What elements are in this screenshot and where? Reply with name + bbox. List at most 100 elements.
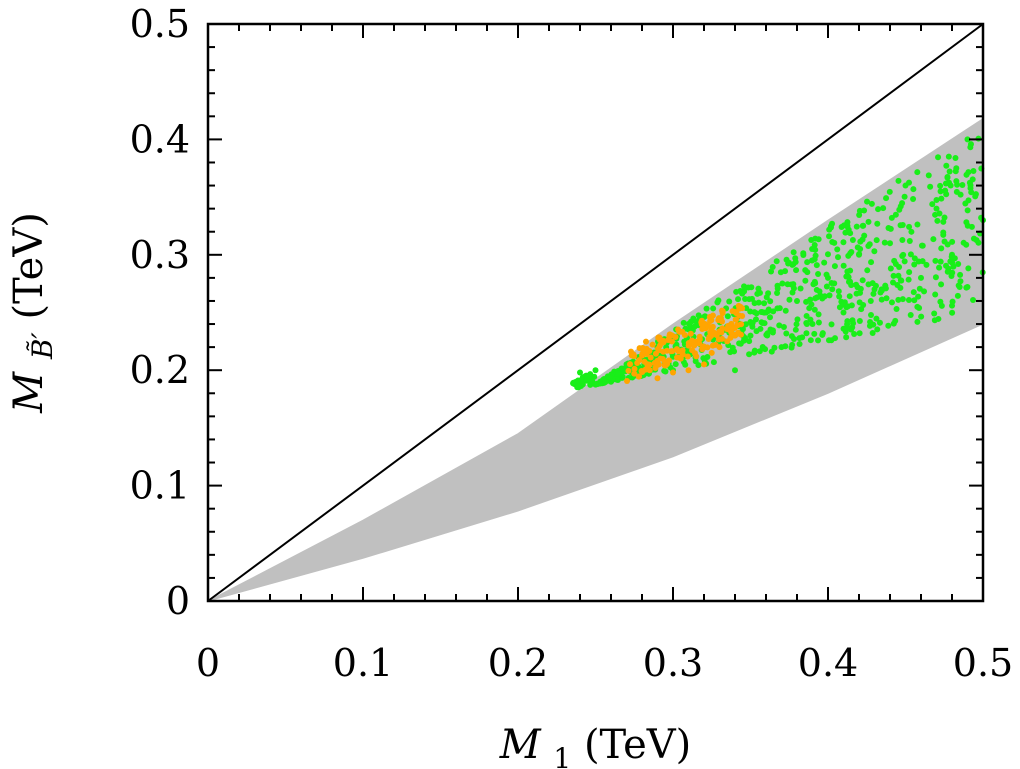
data-point: [802, 267, 809, 274]
data-point: [788, 344, 795, 351]
y-axis-var: M: [6, 371, 52, 414]
data-point: [890, 272, 897, 279]
data-point: [937, 188, 944, 195]
data-point: [883, 295, 890, 302]
x-axis-unit: (TeV): [584, 722, 691, 768]
data-point: [888, 214, 895, 221]
data-point: [646, 347, 653, 354]
data-point: [710, 305, 717, 312]
data-point: [911, 297, 918, 304]
data-point: [905, 276, 912, 283]
data-point: [949, 238, 956, 245]
data-point: [870, 290, 877, 297]
data-point: [770, 308, 777, 315]
data-point: [685, 367, 692, 374]
data-point: [803, 320, 810, 327]
data-point: [851, 330, 858, 337]
data-point: [724, 313, 731, 320]
data-point: [785, 259, 792, 266]
data-point: [869, 329, 876, 336]
data-point: [861, 232, 868, 239]
data-point: [940, 218, 947, 225]
data-point: [763, 294, 770, 301]
y-axis-sub: B̃′: [26, 332, 59, 361]
y-tick-label: 0.1: [130, 464, 190, 508]
x-axis-title: M 1 (TeV): [499, 722, 692, 769]
data-point: [792, 255, 799, 262]
data-point: [881, 239, 888, 246]
data-point: [628, 348, 635, 355]
data-point: [878, 296, 885, 303]
data-point: [780, 324, 787, 331]
data-point: [905, 297, 912, 304]
data-point: [756, 348, 763, 355]
data-point: [867, 312, 874, 319]
data-point: [860, 301, 867, 308]
data-point: [883, 195, 890, 202]
data-point: [769, 329, 776, 336]
data-point: [832, 335, 839, 342]
x-axis-sub: 1: [553, 742, 571, 769]
y-tick-label: 0.3: [130, 233, 190, 277]
data-point: [815, 270, 822, 277]
data-point: [689, 347, 696, 354]
data-point: [899, 236, 906, 243]
data-point: [764, 330, 771, 337]
data-point: [887, 225, 894, 232]
data-point: [816, 288, 823, 295]
data-point: [815, 337, 822, 344]
data-point: [751, 349, 758, 356]
data-point: [911, 255, 918, 262]
data-point: [714, 299, 721, 306]
data-point: [794, 316, 801, 323]
data-point: [865, 218, 872, 225]
data-point: [719, 308, 726, 315]
data-point: [761, 320, 768, 327]
plot-frame: [206, 22, 985, 603]
data-point: [860, 222, 867, 229]
data-point: [914, 303, 921, 310]
y-axis-unit: (TeV): [6, 212, 52, 319]
data-point: [907, 251, 914, 258]
data-point: [868, 200, 875, 207]
data-point: [812, 235, 819, 242]
data-point: [865, 242, 872, 249]
data-point: [873, 315, 880, 322]
data-point: [944, 173, 951, 180]
data-point: [712, 341, 719, 348]
data-point: [895, 272, 902, 279]
data-point: [736, 312, 743, 319]
data-point: [918, 242, 925, 249]
data-point: [949, 309, 956, 316]
data-point: [886, 188, 893, 195]
data-layer: [207, 117, 986, 602]
data-point: [812, 280, 819, 287]
data-point: [736, 340, 743, 347]
data-point: [812, 295, 819, 302]
data-point: [776, 322, 783, 329]
data-point: [826, 292, 833, 299]
y-tick-labels: 0 0.1 0.2 0.3 0.4 0.5: [130, 2, 190, 623]
data-point: [932, 291, 939, 298]
data-point: [925, 172, 932, 179]
data-point: [777, 269, 784, 276]
data-point: [796, 335, 803, 342]
data-point: [815, 319, 822, 326]
data-point: [845, 274, 852, 281]
data-point: [894, 281, 901, 288]
data-point: [840, 262, 847, 269]
data-point: [967, 144, 974, 151]
data-point: [592, 381, 599, 388]
data-point: [631, 365, 638, 372]
data-point: [938, 195, 945, 202]
data-point: [668, 338, 675, 345]
data-point: [910, 289, 917, 296]
y-axis-title: M B̃′ (TeV): [6, 212, 62, 414]
data-point: [874, 220, 881, 227]
data-point: [575, 382, 582, 389]
data-point: [726, 298, 733, 305]
data-point: [844, 321, 851, 328]
data-point: [748, 321, 755, 328]
tick-marks: [207, 23, 984, 602]
data-point: [782, 307, 789, 314]
